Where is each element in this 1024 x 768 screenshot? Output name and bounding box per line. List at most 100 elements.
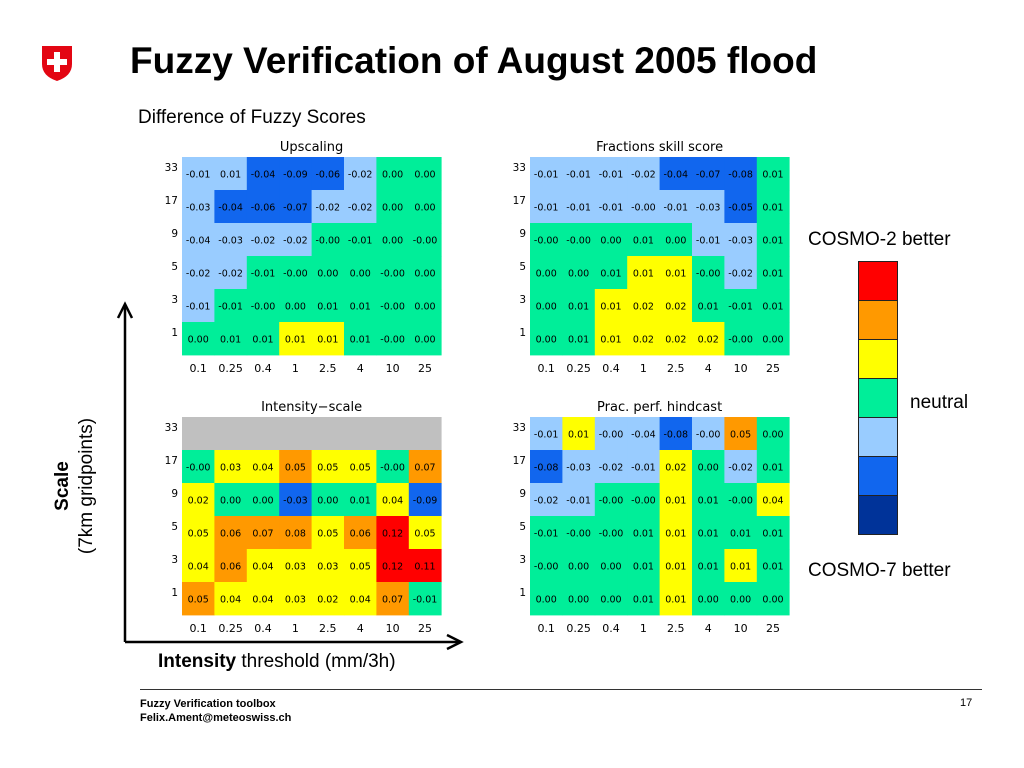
heatmap-cell [182, 322, 215, 356]
x-tick-label: 10 [734, 362, 748, 375]
heatmap-cell-value: -0.01 [534, 170, 559, 181]
heatmap-cell [627, 582, 660, 616]
heatmap-cell-value: 0.01 [698, 302, 719, 313]
heatmap-cell [182, 549, 215, 583]
heatmap-cell-value: 0.00 [536, 302, 557, 313]
heatmap-cell [659, 516, 693, 550]
heatmap-cell-value: -0.02 [599, 463, 624, 474]
heatmap-cell [659, 450, 693, 484]
heatmap-cell-value: -0.09 [283, 170, 308, 181]
heatmap-cell-value: 0.00 [568, 562, 589, 573]
heatmap-cell-value: -0.00 [316, 236, 341, 247]
heatmap-cell-value: 0.01 [350, 335, 371, 346]
heatmap-cell-value: 0.01 [730, 562, 751, 573]
heatmap-cell [627, 483, 660, 517]
heatmap-title: Prac. perf. hindcast [597, 400, 722, 415]
y-tick-label: 3 [519, 294, 526, 306]
heatmap-cell-value: -0.01 [413, 595, 438, 606]
heatmap-cell-value: 0.07 [252, 529, 273, 540]
heatmap-cell [344, 450, 377, 484]
heatmap-cell [408, 450, 442, 484]
heatmap-title: Upscaling [280, 140, 343, 155]
heatmap-cell [562, 516, 596, 550]
heatmap-cell-value: 0.04 [188, 562, 209, 573]
heatmap-cell-value: 0.01 [698, 496, 719, 507]
heatmap-cell [692, 549, 725, 583]
heatmap-cell [627, 256, 660, 290]
heatmap-cell [692, 190, 725, 224]
heatmap-cell-value: -0.00 [728, 496, 753, 507]
heatmap-cell [279, 417, 312, 451]
x-tick-label: 1 [640, 362, 647, 375]
heatmap-cell [724, 450, 758, 484]
y-tick-label: 33 [513, 162, 526, 174]
heatmap-cell [182, 450, 215, 484]
heatmap-cell [344, 322, 377, 356]
scale-axis-label-units: (7km gridpoints) [76, 417, 97, 555]
heatmap-cell-value: -0.03 [566, 463, 591, 474]
heatmap-cell-value: -0.01 [534, 529, 559, 540]
heatmap-cell [376, 223, 410, 257]
heatmap-cell-value: 0.00 [350, 269, 371, 280]
heatmap-cell-value: -0.03 [728, 236, 753, 247]
intensity-axis-label-units: threshold (mm/3h) [236, 651, 396, 672]
heatmap-cell [182, 516, 215, 550]
heatmap-cell-value: 0.02 [633, 302, 654, 313]
heatmap-cell [246, 582, 280, 616]
footer-line-2: Felix.Ament@meteoswiss.ch [140, 712, 292, 724]
heatmap-cell [692, 256, 725, 290]
heatmap-cell [311, 223, 345, 257]
heatmap-cell-value: -0.00 [380, 335, 405, 346]
heatmap-cell-value: -0.00 [631, 203, 656, 214]
heatmap-cell [659, 582, 693, 616]
heatmap-cell [562, 417, 596, 451]
heatmap-cell-value: 0.00 [382, 236, 403, 247]
heatmap-cell [376, 322, 410, 356]
heatmap-cell-value: 0.01 [350, 496, 371, 507]
heatmap-cell [214, 450, 248, 484]
heatmap-cell [408, 582, 442, 616]
heatmap-cell [594, 190, 628, 224]
heatmap-cell-value: -0.02 [534, 496, 559, 507]
heatmap-cell-value: -0.00 [696, 269, 721, 280]
x-tick-label: 0.1 [189, 362, 207, 375]
heatmap-cell-value: 0.00 [665, 236, 686, 247]
heatmap-cell-value: -0.00 [534, 236, 559, 247]
heatmap-cell-value: 0.04 [252, 595, 273, 606]
x-tick-label: 2.5 [319, 622, 337, 635]
legend-color-bar [858, 261, 898, 535]
y-tick-label: 3 [519, 554, 526, 566]
heatmap-cell [311, 190, 345, 224]
heatmap-cell-value: -0.00 [599, 529, 624, 540]
x-tick-label: 4 [705, 622, 712, 635]
heatmap-cell [344, 549, 377, 583]
heatmap-cell [594, 223, 628, 257]
heatmap-cell-value: 0.00 [600, 236, 621, 247]
heatmap-cell [182, 417, 215, 451]
x-tick-label: 0.4 [254, 622, 272, 635]
heatmap-cell-value: -0.00 [380, 302, 405, 313]
heatmap-cell [344, 516, 377, 550]
heatmap-cell-value: -0.00 [380, 463, 405, 474]
heatmap-cell [311, 157, 345, 191]
x-tick-label: 25 [418, 362, 432, 375]
heatmap-cell [182, 582, 215, 616]
legend-label-bottom: COSMO-7 better [808, 560, 951, 581]
heatmap-cell [344, 289, 377, 323]
heatmap-cell [562, 483, 596, 517]
heatmap-cell [311, 417, 345, 451]
heatmap-cell [594, 549, 628, 583]
heatmap-cell-value: 0.00 [382, 170, 403, 181]
heatmap-cell-value: 0.02 [665, 302, 686, 313]
heatmap-cell-value: 0.01 [762, 236, 783, 247]
heatmap-cell [376, 256, 410, 290]
heatmap-cell [594, 483, 628, 517]
heatmap-cell [182, 157, 215, 191]
heatmap-cell-value: 0.01 [665, 269, 686, 280]
heatmap-panel: Upscaling -0.01 0.01 -0.04 -0.09 -0.06 -0.02 0.… [165, 140, 442, 375]
heatmap-cell-value: 0.00 [536, 595, 557, 606]
heatmap-cell [408, 223, 442, 257]
heatmap-cell-value: 0.01 [762, 562, 783, 573]
heatmap-cell-value: 0.01 [252, 335, 273, 346]
heatmap-cell [562, 223, 596, 257]
